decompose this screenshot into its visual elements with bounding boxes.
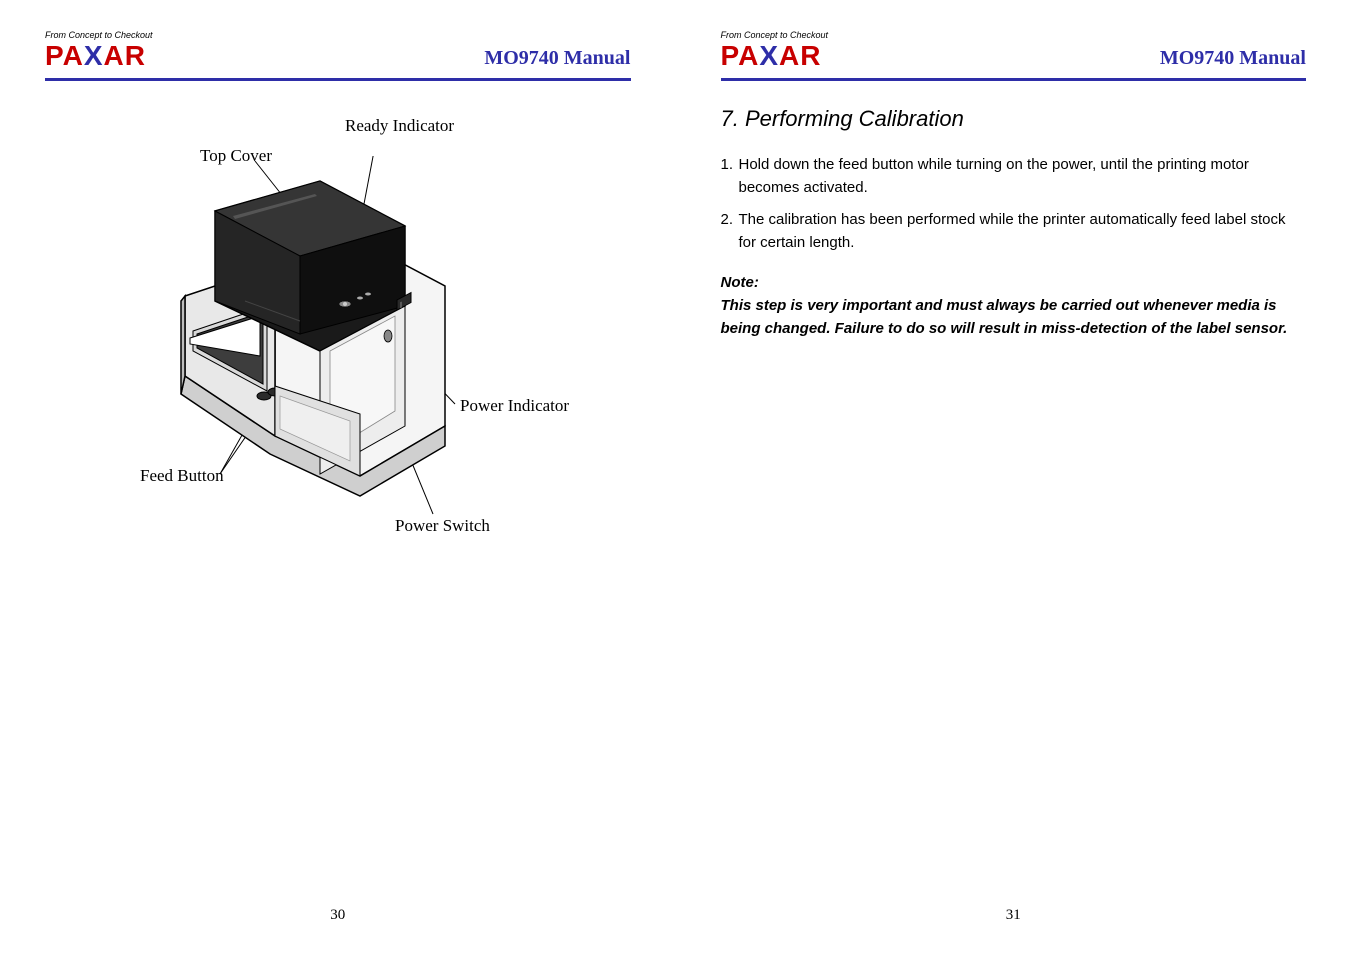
- step-1-number: 1.: [721, 154, 739, 199]
- logo-block: From Concept to Checkout PAXAR: [721, 30, 829, 70]
- step-1-text: Hold down the feed button while turning …: [739, 154, 1307, 199]
- logo-letter-a2: A: [779, 40, 800, 71]
- manual-title: MO9740 Manual: [1160, 47, 1306, 70]
- logo-letter-r: R: [125, 40, 146, 71]
- logo-letter-p: P: [721, 40, 739, 71]
- note-text: This step is very important and must alw…: [721, 295, 1307, 340]
- step-2-text: The calibration has been performed while…: [739, 209, 1307, 254]
- logo-tagline: From Concept to Checkout: [721, 30, 829, 40]
- step-2-number: 2.: [721, 209, 739, 254]
- right-page: From Concept to Checkout PAXAR MO9740 Ma…: [676, 0, 1351, 954]
- printer-diagram: Ready Indicator Top Cover Power Indicato…: [45, 106, 631, 606]
- section-heading: 7. Performing Calibration: [721, 106, 1307, 132]
- label-ready-indicator: Ready Indicator: [345, 116, 454, 136]
- logo-letter-a: A: [63, 40, 84, 71]
- page-header: From Concept to Checkout PAXAR MO9740 Ma…: [721, 30, 1307, 70]
- logo-letter-a: A: [738, 40, 759, 71]
- logo-letter-p: P: [45, 40, 63, 71]
- printer-illustration: [145, 156, 505, 536]
- logo-letter-r: R: [800, 40, 821, 71]
- step-1: 1. Hold down the feed button while turni…: [721, 154, 1307, 205]
- left-page: From Concept to Checkout PAXAR MO9740 Ma…: [0, 0, 676, 954]
- logo-letter-x: X: [759, 40, 779, 71]
- logo-letter-a2: A: [104, 40, 125, 71]
- logo-block: From Concept to Checkout PAXAR: [45, 30, 153, 70]
- header-rule: [45, 78, 631, 81]
- logo-text: PAXAR: [721, 42, 822, 70]
- page-number-left: 30: [330, 907, 345, 924]
- page-header: From Concept to Checkout PAXAR MO9740 Ma…: [45, 30, 631, 70]
- note-label: Note:: [721, 274, 1307, 291]
- logo-letter-x: X: [84, 40, 104, 71]
- logo-text: PAXAR: [45, 42, 146, 70]
- logo-tagline: From Concept to Checkout: [45, 30, 153, 40]
- step-2: 2. The calibration has been performed wh…: [721, 209, 1307, 260]
- page-number-right: 31: [1006, 907, 1021, 924]
- manual-title: MO9740 Manual: [484, 47, 630, 70]
- header-rule: [721, 78, 1307, 81]
